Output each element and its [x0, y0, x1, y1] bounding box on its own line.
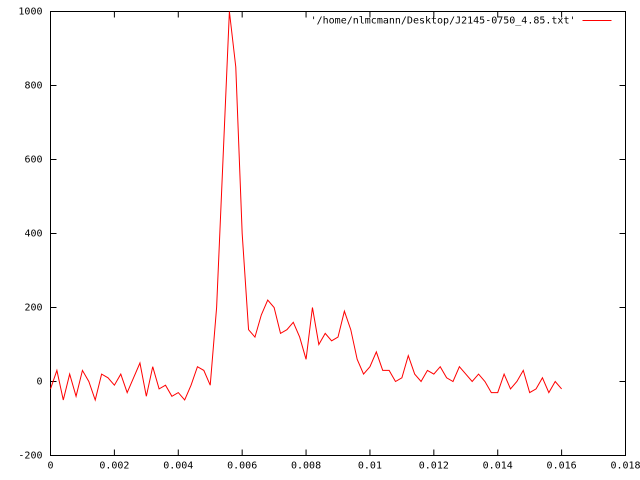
x-tick-label: 0.008: [291, 461, 321, 472]
x-tick-label: 0.014: [483, 461, 513, 472]
x-tick-label: 0.01: [358, 461, 382, 472]
y-tick-label: 600: [24, 155, 42, 166]
y-tick-label: 800: [24, 81, 42, 92]
legend-label: '/home/nlmcmann/Desktop/J2145-0750_4.85.…: [311, 16, 576, 27]
x-tick-label: 0.004: [163, 461, 193, 472]
y-tick-label: 200: [24, 303, 42, 314]
x-tick-label: 0: [47, 461, 53, 472]
x-tick-label: 0.002: [99, 461, 129, 472]
y-tick-label: 400: [24, 229, 42, 240]
x-tick-label: 0.018: [610, 461, 640, 472]
data-line: [50, 11, 562, 402]
x-tick-label: 0.012: [419, 461, 449, 472]
plot-border: [50, 11, 626, 456]
y-tick-label: 1000: [18, 7, 42, 18]
y-tick-label: 0: [36, 377, 42, 388]
x-tick-label: 0.006: [227, 461, 257, 472]
y-tick-label: -200: [18, 451, 42, 462]
x-tick-label: 0.016: [547, 461, 577, 472]
